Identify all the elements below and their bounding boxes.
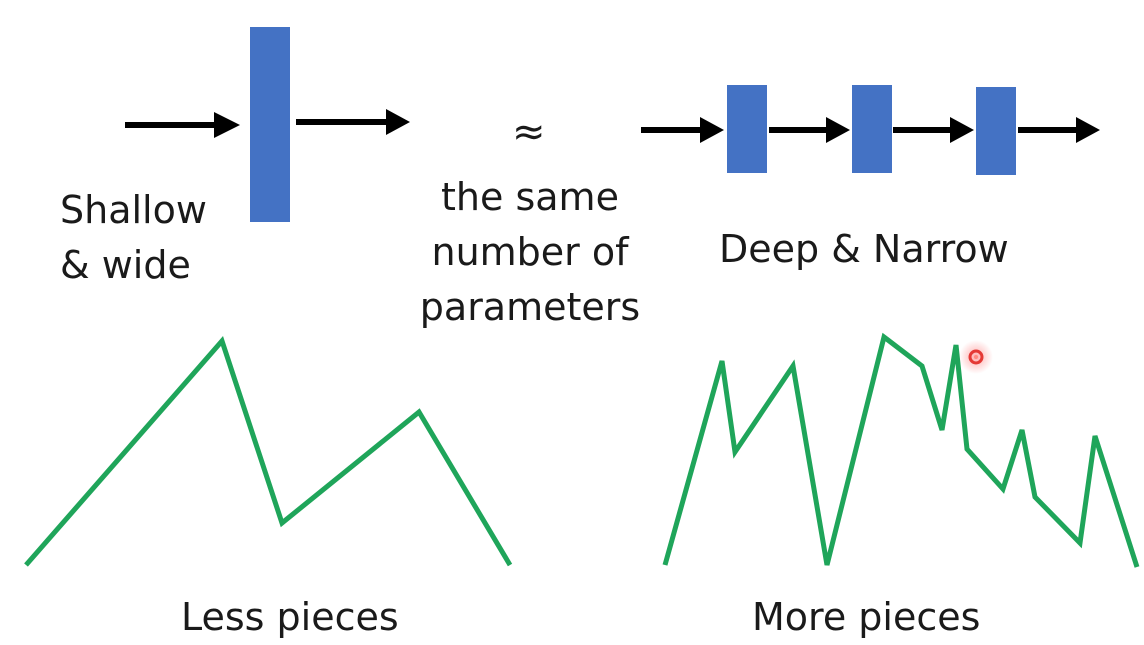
same-params-line-1: the same [441,175,619,219]
deep-arrowhead-1-icon [700,117,724,143]
narrow-layer-block-2 [852,85,892,173]
less-pieces-label: Less pieces [181,595,399,639]
more-pieces-label: More pieces [752,595,981,639]
laser-pointer-icon [959,340,993,374]
deep-arrowhead-2-icon [826,117,850,143]
deep-narrow-label: Deep & Narrow [719,227,1009,271]
more-pieces-curve [662,332,1140,568]
same-params-line-2: number of [431,230,629,275]
same-params-line-3: parameters [419,285,641,330]
shallow-wide-label: Shallow & wide [60,183,207,293]
shallow-label-line-2: & wide [60,243,191,288]
output-arrowhead-icon [386,109,410,135]
wide-layer-block [250,27,290,222]
same-parameters-label: the same number of parameters [410,170,650,335]
shallow-network [125,27,410,222]
deep-arrowhead-4-icon [1076,117,1100,143]
deep-network [641,85,1100,175]
narrow-layer-block-3 [976,87,1016,175]
narrow-layer-block-1 [727,85,767,173]
input-arrowhead-icon [214,112,240,138]
shallow-label-line-1: Shallow [60,188,207,232]
less-pieces-curve [24,336,513,567]
deep-arrowhead-3-icon [950,117,974,143]
approx-symbol: ≈ [512,109,546,155]
